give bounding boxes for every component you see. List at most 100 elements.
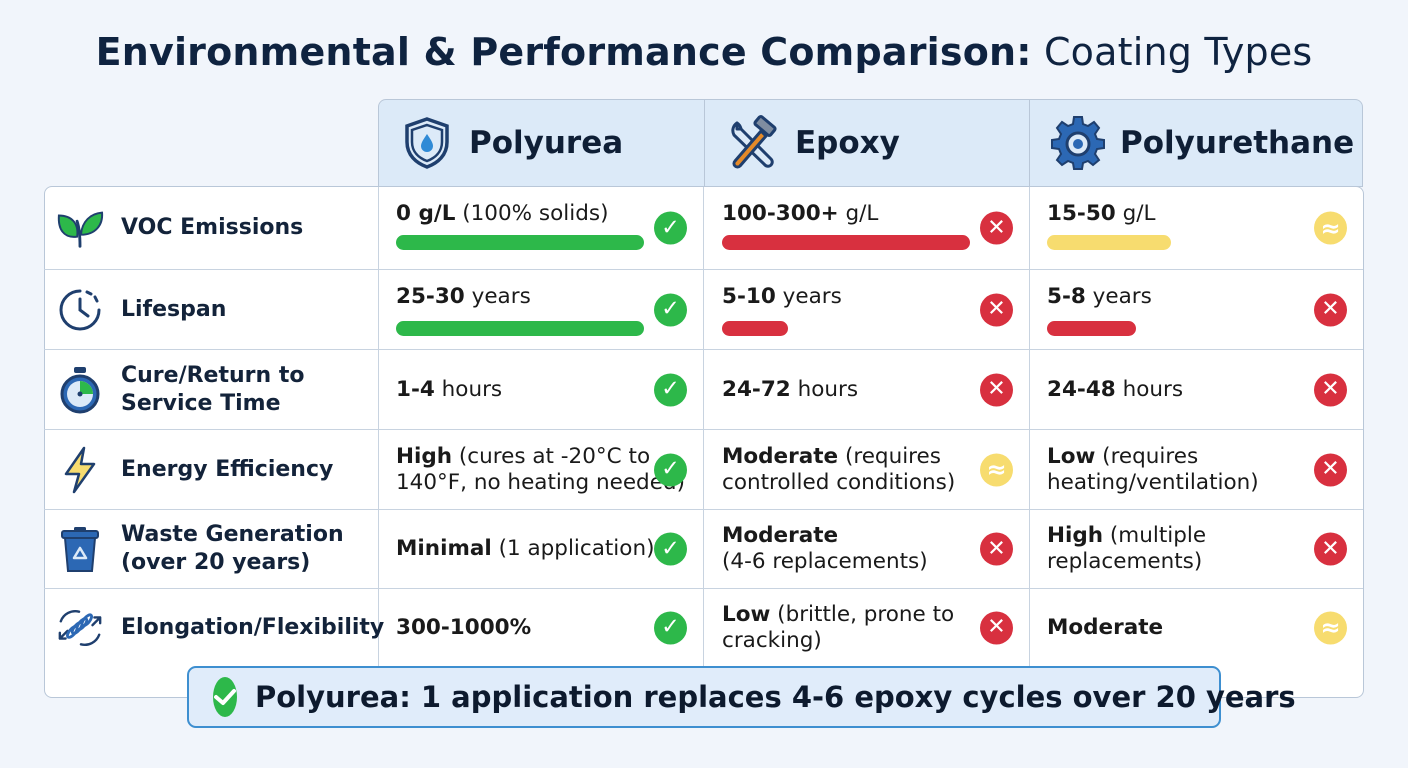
row-energy-efficiency: Energy Efficiency High (cures at -20°C t… bbox=[44, 430, 1363, 510]
value-text: Moderate (4-6 replacements) bbox=[722, 523, 928, 574]
rating-bar bbox=[1047, 321, 1136, 336]
value-cell-polyurethane: Low (requires heating/ventilation) ✕ bbox=[1029, 430, 1363, 510]
recycle-bin-icon bbox=[56, 525, 104, 573]
criterion-label: Energy Efficiency bbox=[121, 456, 334, 482]
criterion-label: Lifespan bbox=[121, 296, 227, 322]
column-label: Polyurethane bbox=[1120, 125, 1355, 161]
approx-status-icon: ≈ bbox=[980, 453, 1013, 486]
cross-status-icon: ✕ bbox=[1314, 532, 1347, 566]
value-text: 5-10 years bbox=[722, 284, 842, 309]
row-voc-emissions: VOC Emissions 0 g/L (100% solids) ✓ 100-… bbox=[44, 187, 1363, 270]
row-lifespan: Lifespan 25-30 years ✓ 5-10 years ✕ 5-8 … bbox=[44, 270, 1363, 350]
criterion-cell: Energy Efficiency bbox=[44, 430, 379, 510]
rating-bar bbox=[722, 321, 788, 336]
row-elongation-flexibility: Elongation/Flexibility 300-1000% ✓ Low (… bbox=[44, 589, 1363, 666]
value-text: 24-72 hours bbox=[722, 376, 859, 402]
criterion-cell: Waste Generation (over 20 years) bbox=[44, 510, 379, 589]
value-cell-polyurethane: High (multiple replacements) ✕ bbox=[1029, 510, 1363, 589]
row-cure-time: Cure/Return to Service Time 1-4 hours ✓ 2… bbox=[44, 350, 1363, 430]
gear-icon bbox=[1050, 115, 1106, 171]
clock-icon bbox=[56, 286, 104, 334]
value-cell-polyurea: 25-30 years ✓ bbox=[378, 270, 704, 350]
shield-droplet-icon bbox=[399, 115, 455, 171]
value-cell-epoxy: 5-10 years ✕ bbox=[704, 270, 1030, 350]
column-header-polyurethane: Polyurethane bbox=[1029, 99, 1363, 187]
rating-bar bbox=[722, 235, 970, 250]
value-text: 25-30 years bbox=[396, 284, 531, 309]
value-text: Minimal (1 application) bbox=[396, 536, 655, 561]
title-bold: Environmental & Performance Comparison: bbox=[95, 30, 1032, 74]
approx-status-icon: ≈ bbox=[1314, 211, 1347, 245]
row-waste-generation: Waste Generation (over 20 years) Minimal … bbox=[44, 510, 1363, 589]
value-text: 300-1000% bbox=[396, 614, 532, 640]
cross-status-icon: ✕ bbox=[980, 611, 1013, 644]
check-status-icon: ✓ bbox=[654, 373, 687, 406]
value-cell-epoxy: 100-300+ g/L ✕ bbox=[704, 187, 1030, 270]
column-header-epoxy: Epoxy bbox=[704, 99, 1030, 187]
check-circle-icon bbox=[213, 677, 237, 717]
approx-status-icon: ≈ bbox=[1314, 611, 1347, 644]
rating-bar bbox=[396, 235, 644, 250]
cross-status-icon: ✕ bbox=[1314, 373, 1347, 406]
check-status-icon: ✓ bbox=[654, 453, 687, 486]
criterion-label: Elongation/Flexibility bbox=[121, 614, 385, 640]
value-cell-polyurea: 0 g/L (100% solids) ✓ bbox=[378, 187, 704, 270]
value-cell-epoxy: Moderate (4-6 replacements) ✕ bbox=[704, 510, 1030, 589]
value-cell-polyurea: High (cures at -20°C to 140°F, no heatin… bbox=[378, 430, 704, 510]
criterion-label: Cure/Return to Service Time bbox=[121, 362, 305, 416]
criterion-label: VOC Emissions bbox=[121, 215, 304, 240]
value-cell-polyurethane: 5-8 years ✕ bbox=[1029, 270, 1363, 350]
value-text: Low (brittle, prone to cracking) bbox=[722, 601, 955, 653]
cross-status-icon: ✕ bbox=[980, 211, 1013, 245]
value-cell-epoxy: 24-72 hours ✕ bbox=[704, 350, 1030, 430]
check-status-icon: ✓ bbox=[654, 211, 687, 245]
cross-status-icon: ✕ bbox=[980, 532, 1013, 566]
criterion-cell: Lifespan bbox=[44, 270, 379, 350]
criterion-cell: VOC Emissions bbox=[44, 187, 379, 270]
value-cell-polyurethane: Moderate ≈ bbox=[1029, 589, 1363, 666]
value-cell-polyurea: 1-4 hours ✓ bbox=[378, 350, 704, 430]
value-text: Moderate (requires controlled conditions… bbox=[722, 443, 956, 495]
value-cell-epoxy: Low (brittle, prone to cracking) ✕ bbox=[704, 589, 1030, 666]
page-title: Environmental & Performance Comparison: … bbox=[0, 30, 1408, 74]
cross-status-icon: ✕ bbox=[1314, 453, 1347, 486]
value-cell-polyurethane: 15-50 g/L ≈ bbox=[1029, 187, 1363, 270]
value-text: Moderate bbox=[1047, 614, 1164, 640]
value-text: 24-48 hours bbox=[1047, 376, 1184, 402]
criterion-cell: Cure/Return to Service Time bbox=[44, 350, 379, 430]
value-text: 15-50 g/L bbox=[1047, 201, 1156, 226]
wrench-hammer-icon bbox=[725, 115, 781, 171]
summary-banner: Polyurea: 1 application replaces 4-6 epo… bbox=[187, 666, 1296, 728]
value-cell-polyurea: Minimal (1 application) ✓ bbox=[378, 510, 704, 589]
cross-status-icon: ✕ bbox=[1314, 293, 1347, 326]
check-status-icon: ✓ bbox=[654, 532, 687, 566]
spring-icon bbox=[56, 604, 104, 652]
title-light: Coating Types bbox=[1043, 30, 1313, 74]
rating-bar bbox=[396, 321, 644, 336]
value-text: High (cures at -20°C to 140°F, no heatin… bbox=[396, 443, 685, 495]
criterion-label: Waste Generation (over 20 years) bbox=[121, 522, 344, 575]
value-text: 0 g/L (100% solids) bbox=[396, 201, 609, 226]
rating-bar bbox=[1047, 235, 1171, 250]
value-cell-epoxy: Moderate (requires controlled conditions… bbox=[704, 430, 1030, 510]
column-label: Epoxy bbox=[795, 125, 900, 161]
value-text: Low (requires heating/ventilation) bbox=[1047, 443, 1259, 495]
value-text: 100-300+ g/L bbox=[722, 201, 879, 226]
comparison-table bbox=[44, 186, 1364, 698]
column-header-polyurea: Polyurea bbox=[378, 99, 705, 187]
summary-text: Polyurea: 1 application replaces 4-6 epo… bbox=[255, 680, 1296, 714]
check-status-icon: ✓ bbox=[654, 611, 687, 644]
cross-status-icon: ✕ bbox=[980, 293, 1013, 326]
value-cell-polyurethane: 24-48 hours ✕ bbox=[1029, 350, 1363, 430]
criterion-cell: Elongation/Flexibility bbox=[44, 589, 385, 666]
value-text: 1-4 hours bbox=[396, 376, 503, 402]
value-text: High (multiple replacements) bbox=[1047, 523, 1207, 574]
cross-status-icon: ✕ bbox=[980, 373, 1013, 406]
leaves-icon bbox=[56, 204, 104, 252]
check-status-icon: ✓ bbox=[654, 293, 687, 326]
value-cell-polyurea: 300-1000% ✓ bbox=[378, 589, 704, 666]
column-label: Polyurea bbox=[469, 125, 624, 161]
value-text: 5-8 years bbox=[1047, 284, 1152, 309]
stopwatch-icon bbox=[56, 366, 104, 414]
lightning-icon bbox=[56, 446, 104, 494]
